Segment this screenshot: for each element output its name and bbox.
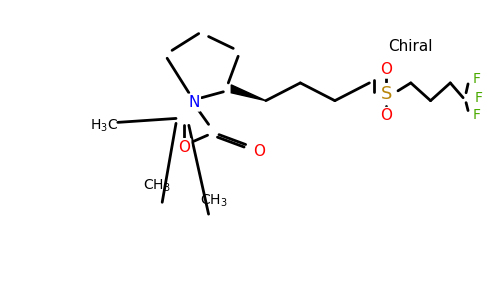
Text: H$_3$C: H$_3$C bbox=[90, 117, 118, 134]
Polygon shape bbox=[231, 85, 266, 101]
Text: Chiral: Chiral bbox=[389, 39, 433, 54]
Text: O: O bbox=[380, 62, 392, 77]
Text: O: O bbox=[253, 145, 265, 160]
Text: CH$_3$: CH$_3$ bbox=[143, 178, 171, 194]
Text: CH$_3$: CH$_3$ bbox=[200, 193, 227, 209]
Text: F: F bbox=[473, 72, 481, 86]
Text: S: S bbox=[380, 85, 392, 103]
Text: F: F bbox=[473, 109, 481, 122]
Text: O: O bbox=[380, 108, 392, 123]
Text: F: F bbox=[475, 91, 483, 105]
Text: O: O bbox=[178, 140, 190, 154]
Text: N: N bbox=[188, 95, 199, 110]
